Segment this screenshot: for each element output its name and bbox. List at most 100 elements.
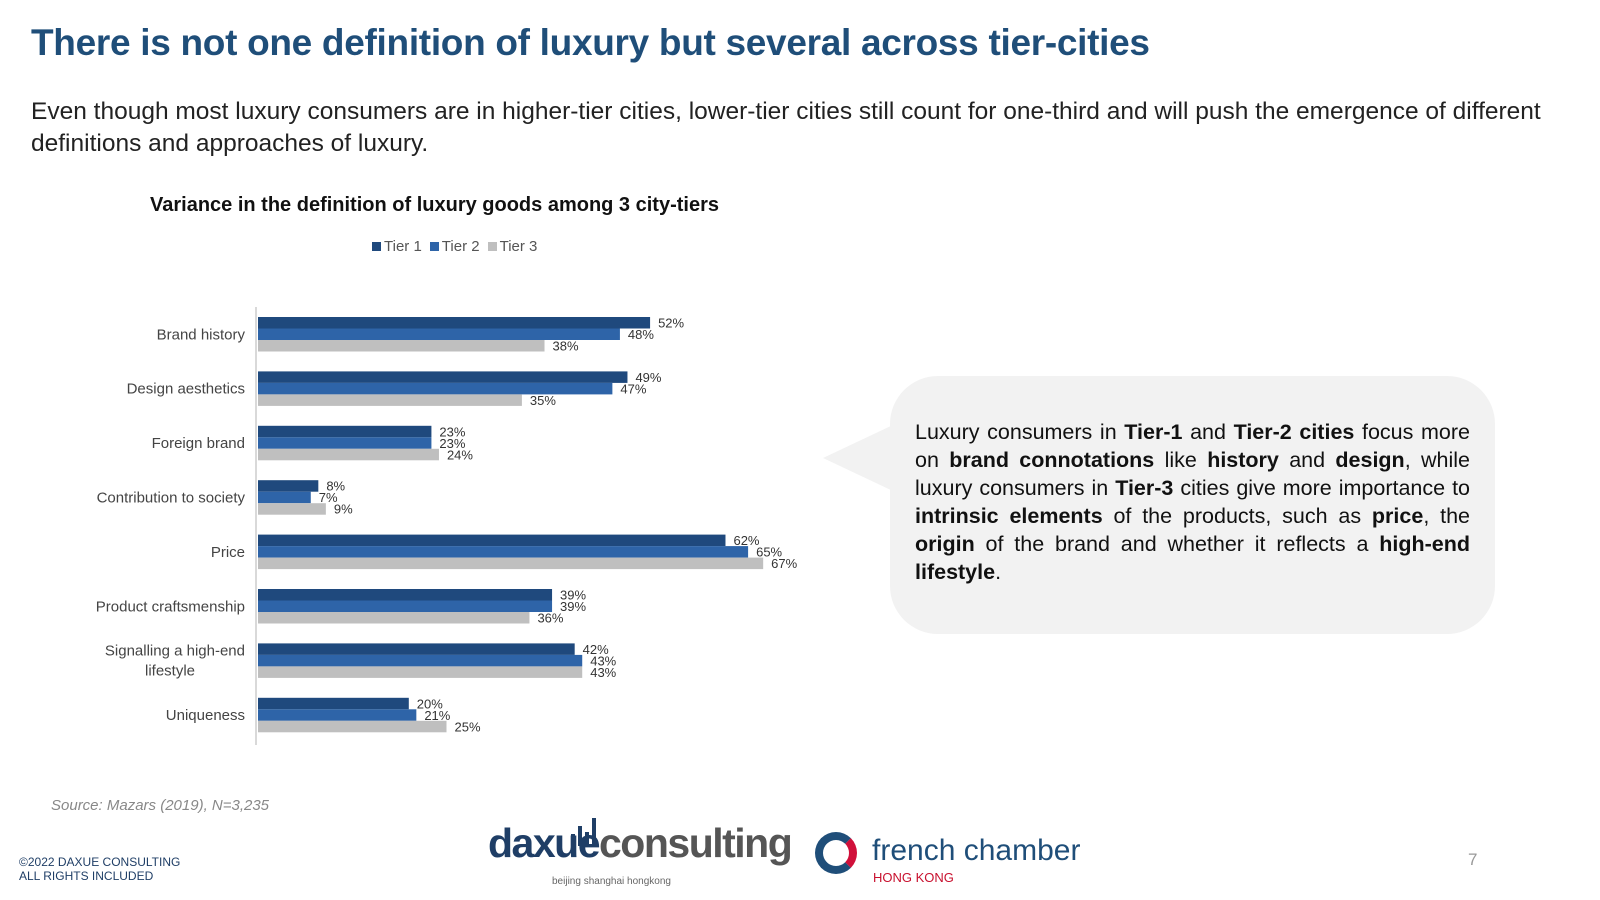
bar-tier-2	[258, 546, 749, 558]
callout-segment: high-end lifestyle	[915, 532, 1470, 584]
callout-segment: .	[995, 560, 1002, 584]
category-label: Design aesthetics	[127, 381, 245, 398]
callout-text: Luxury consumers in Tier-1 and Tier-2 ci…	[915, 418, 1470, 586]
bar-tier-2	[258, 491, 311, 504]
copyright-line: ALL RIGHTS INCLUDED	[19, 869, 154, 883]
legend-label: Tier 3	[499, 238, 538, 255]
bar-tier-3	[258, 720, 447, 733]
bar-tier-1	[258, 317, 651, 329]
bar-tier-3	[258, 340, 545, 352]
data-label: 49%	[635, 370, 661, 385]
data-label: 36%	[537, 611, 563, 626]
category-label: Uniqueness	[166, 707, 245, 724]
daxue-logo-bars-icon	[571, 818, 596, 846]
daxue-logo-tagline: beijing shanghai hongkong	[552, 876, 671, 887]
logo-text: consulting	[599, 820, 793, 866]
data-label: 65%	[756, 545, 782, 560]
source-note: Source: Mazars (2019), N=3,235	[51, 797, 270, 814]
bar-tier-1	[258, 643, 575, 655]
callout-segment: and	[1278, 448, 1336, 472]
data-label: 47%	[620, 381, 646, 396]
bar-tier-2	[258, 600, 553, 612]
callout-bubble	[890, 376, 1495, 634]
callout-segment: history	[1207, 448, 1279, 472]
category-label: Signalling a high-end lifestyle	[105, 643, 245, 680]
legend-swatch	[487, 242, 497, 251]
callout-segment: , while luxury consumers in	[915, 448, 1470, 500]
data-label: 62%	[733, 533, 759, 548]
callout-segment: cities give more importance to	[1173, 476, 1471, 500]
bar-tier-2	[258, 437, 432, 449]
bar-tier-3	[258, 557, 764, 570]
data-label: 21%	[424, 708, 450, 723]
data-label: 52%	[658, 316, 684, 331]
data-label: 42%	[583, 642, 609, 657]
bar-tier-3	[258, 612, 530, 624]
bar-tier-1	[258, 425, 432, 438]
bar-tier-3	[258, 394, 522, 406]
legend-label: Tier 1	[384, 238, 422, 255]
bar-tier-3	[258, 448, 439, 461]
callout-segment: like	[1154, 448, 1208, 472]
page-title: There is not one definition of luxury bu…	[31, 22, 1150, 63]
legend-swatch	[372, 242, 381, 251]
category-label: Brand history	[157, 326, 246, 343]
category-label: Foreign brand	[152, 435, 245, 452]
french-chamber-logo-sub: HONG KONG	[873, 870, 954, 885]
callout-segment: , the	[1423, 504, 1470, 528]
callout-segment: of the brand and whether it reflects a	[974, 532, 1380, 556]
category-label: Price	[211, 544, 245, 561]
legend-item: Tier 1	[372, 238, 422, 255]
callout-segment: Tier-2 cities	[1233, 420, 1355, 444]
callout-segment: brand connotations	[949, 448, 1155, 472]
bar-tier-1	[258, 480, 319, 492]
callout-segment: design	[1335, 448, 1405, 472]
data-label: 20%	[417, 696, 443, 711]
data-label: 9%	[334, 502, 353, 517]
french-chamber-logo: french chamber	[872, 834, 1081, 867]
bar-tier-2	[258, 709, 417, 721]
data-label: 67%	[771, 556, 797, 571]
callout-segment: Tier-1	[1124, 420, 1183, 444]
copyright: ©2022 DAXUE CONSULTING ALL RIGHTS INCLUDE…	[19, 855, 180, 883]
callout-tail	[823, 425, 893, 491]
callout-segment: price	[1371, 504, 1424, 528]
chart-legend: Tier 1 Tier 2 Tier 3	[372, 238, 537, 255]
data-label: 39%	[560, 599, 586, 614]
page-number: 7	[1468, 850, 1478, 869]
data-label: 43%	[590, 665, 616, 680]
callout-segment: Luxury consumers in	[915, 420, 1125, 444]
callout-segment: origin	[915, 532, 975, 556]
french-chamber-logo-icon	[815, 832, 857, 874]
bar-tier-1	[258, 589, 553, 601]
page-subtitle: Even though most luxury consumers are in…	[31, 98, 1541, 157]
legend-item: Tier 3	[487, 238, 538, 255]
callout-segment: Tier-3	[1115, 476, 1174, 500]
legend-label: Tier 2	[441, 238, 480, 255]
bar-tier-3	[258, 503, 326, 515]
data-label: 23%	[439, 424, 465, 439]
chart-title: Variance in the definition of luxury goo…	[150, 194, 719, 216]
data-label: 38%	[553, 339, 579, 354]
category-label: Product craftsmenship	[96, 598, 245, 615]
bar-tier-2	[258, 328, 620, 340]
legend-swatch	[429, 242, 439, 251]
data-label: 7%	[319, 490, 338, 505]
data-label: 48%	[628, 327, 654, 342]
callout-segment: of the products, such as	[1102, 504, 1372, 528]
bar-tier-2	[258, 382, 613, 395]
daxue-logo: daxueconsulting	[488, 820, 793, 867]
data-label: 39%	[560, 588, 586, 603]
bar-tier-1	[258, 534, 726, 547]
logo-text: daxue	[488, 820, 601, 866]
data-label: 35%	[530, 393, 556, 408]
bar-tier-1	[258, 697, 409, 710]
category-label: Contribution to society	[97, 489, 246, 506]
data-label: 23%	[439, 436, 465, 451]
legend-item: Tier 2	[429, 238, 480, 255]
copyright-line: ©2022 DAXUE CONSULTING	[19, 855, 181, 869]
callout-segment: focus more on	[915, 420, 1470, 472]
data-label: 8%	[326, 479, 345, 494]
callout-segment: and	[1182, 420, 1234, 444]
